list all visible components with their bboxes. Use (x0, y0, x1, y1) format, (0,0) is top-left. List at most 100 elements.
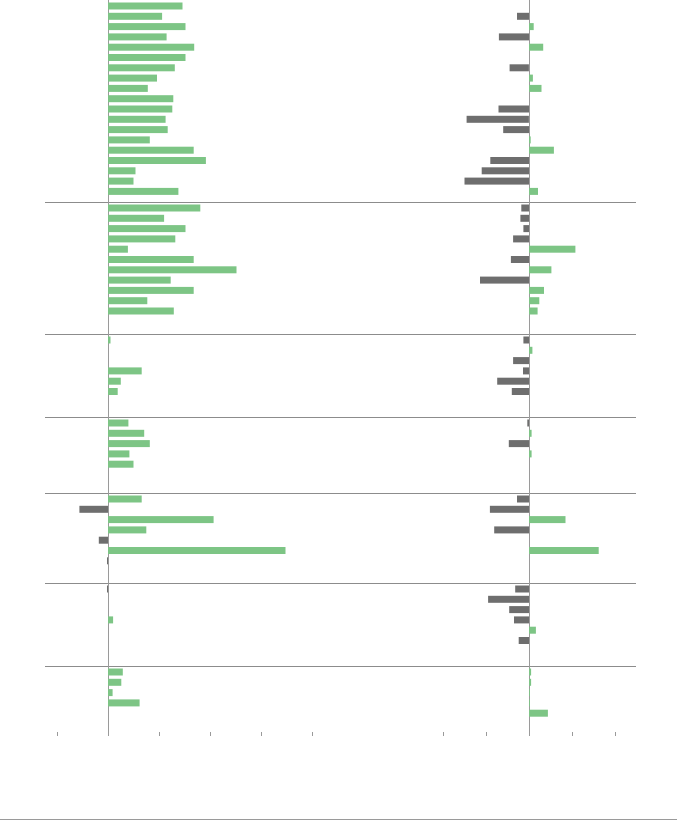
bar (108, 377, 121, 385)
bar (108, 689, 113, 697)
bar (523, 225, 529, 233)
bar (489, 505, 529, 513)
bar (108, 54, 186, 61)
bar (529, 187, 538, 195)
bar (529, 23, 534, 31)
bar (108, 214, 165, 222)
bar (464, 177, 529, 185)
bar (529, 346, 533, 354)
bar (108, 256, 194, 263)
bar (529, 626, 536, 634)
bar (521, 204, 529, 212)
bar (480, 276, 529, 284)
bar (523, 367, 529, 375)
bar (529, 297, 540, 305)
bar (108, 33, 167, 41)
bar (108, 187, 179, 195)
bar (509, 64, 529, 72)
bar (529, 709, 548, 717)
bar (529, 689, 530, 697)
bar (108, 146, 194, 154)
bar (494, 526, 529, 534)
bar (108, 429, 145, 437)
bar (498, 105, 529, 113)
bar (529, 668, 532, 676)
bar (108, 297, 148, 305)
bar (529, 286, 544, 294)
bar (108, 126, 168, 134)
bar (529, 84, 542, 92)
bar (108, 105, 173, 113)
bar (529, 450, 532, 458)
bar (508, 440, 529, 448)
bar (107, 557, 108, 565)
bar (108, 95, 174, 103)
bar (529, 547, 599, 554)
bar (513, 357, 529, 365)
bar (503, 126, 529, 134)
bar (513, 235, 529, 243)
bar (108, 460, 134, 468)
bottom-rule (0, 819, 677, 820)
bar (518, 637, 529, 644)
bar (108, 115, 166, 123)
bar (108, 64, 175, 72)
bar (108, 23, 186, 31)
bar (488, 595, 529, 603)
bar (108, 2, 183, 10)
bar (98, 536, 108, 544)
bar (517, 12, 529, 20)
bar (108, 177, 134, 185)
bar (108, 235, 176, 243)
bar (79, 505, 108, 513)
bar (108, 225, 186, 233)
bar (108, 516, 214, 524)
bar (523, 336, 529, 344)
bar (510, 256, 529, 263)
bar (108, 74, 157, 82)
bar (515, 585, 529, 593)
bar (108, 43, 195, 51)
bar (108, 157, 206, 164)
bar (529, 516, 566, 524)
bar (466, 115, 529, 123)
bar (509, 606, 529, 614)
bar (108, 136, 150, 144)
bar (529, 699, 530, 707)
bar (529, 266, 552, 274)
bar (529, 43, 544, 51)
bar (527, 419, 529, 427)
bar (497, 377, 529, 385)
bar (108, 276, 171, 284)
bar (108, 286, 194, 294)
bar (108, 440, 150, 448)
bar (529, 678, 532, 686)
bar (511, 388, 529, 395)
bar (108, 547, 286, 554)
bar (529, 307, 538, 315)
bar (108, 307, 174, 315)
bar (498, 33, 529, 41)
bar (514, 616, 529, 624)
bar (108, 245, 128, 253)
bar (108, 678, 122, 686)
bar (108, 419, 129, 427)
bar (481, 167, 529, 175)
bar (108, 616, 114, 624)
bar (108, 668, 123, 676)
bar (108, 450, 130, 458)
bar (529, 74, 533, 82)
bar (108, 699, 140, 707)
bar (517, 495, 529, 503)
bar (108, 12, 163, 20)
bar (108, 84, 148, 92)
bar (520, 214, 529, 222)
bar (529, 429, 532, 437)
bar (108, 367, 142, 375)
bar (490, 157, 529, 164)
bar (108, 526, 147, 534)
bar (107, 585, 108, 593)
bar (108, 167, 136, 175)
bar (529, 136, 531, 144)
